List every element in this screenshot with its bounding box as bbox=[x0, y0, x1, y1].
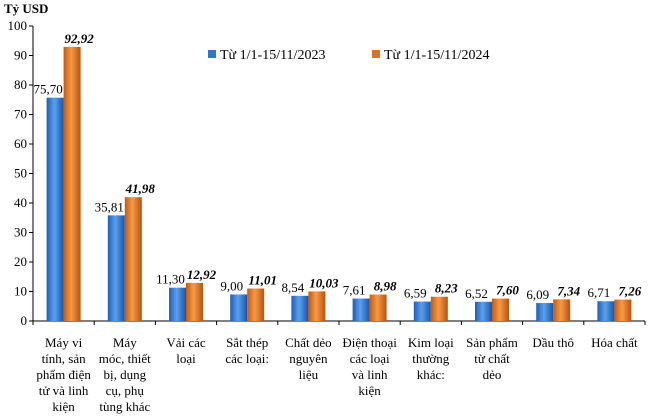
bar-2024 bbox=[308, 291, 326, 321]
data-label-2023: 6,09 bbox=[526, 287, 549, 302]
data-label-2024: 7,26 bbox=[619, 284, 642, 299]
data-label-2024: 92,92 bbox=[64, 31, 94, 46]
bar-2023 bbox=[536, 303, 554, 321]
y-tick-label: 0 bbox=[21, 313, 28, 328]
bar-2024 bbox=[186, 282, 203, 321]
legend-label: Từ 1/1-15/11/2024 bbox=[384, 48, 489, 63]
category-labels: Máy vi tính, sản phẩm điện tử và linh kiệnMá… bbox=[36, 335, 638, 414]
legend-label: Từ 1/1-15/11/2023 bbox=[220, 48, 325, 63]
data-label-2024: 11,01 bbox=[248, 273, 277, 288]
data-label-2024: 10,03 bbox=[309, 275, 339, 290]
data-label-2024: 12,92 bbox=[187, 267, 217, 282]
bar-2024 bbox=[369, 294, 387, 321]
data-label-2023: 6,71 bbox=[588, 285, 611, 300]
bar-2023 bbox=[107, 215, 125, 321]
bar-2024 bbox=[63, 46, 81, 322]
bar-2024 bbox=[553, 299, 571, 321]
bar-2023 bbox=[230, 294, 248, 321]
y-tick-label: 70 bbox=[14, 107, 27, 122]
bar-2023 bbox=[475, 301, 492, 321]
x-tick-label: Dầu thô bbox=[532, 335, 574, 350]
data-label-2024: 7,60 bbox=[496, 283, 519, 298]
x-tick-label: Vải các loại bbox=[166, 335, 206, 366]
y-tick-label: 80 bbox=[14, 77, 27, 92]
data-label-2023: 75,70 bbox=[33, 82, 62, 97]
y-tick-label: 100 bbox=[8, 18, 28, 33]
data-label-2024: 7,34 bbox=[557, 283, 580, 298]
data-label-2023: 8,54 bbox=[282, 280, 305, 295]
x-tick-label: Chất dẻo nguyên liệu bbox=[285, 335, 332, 382]
bar-2023 bbox=[597, 301, 615, 321]
y-tick-label: 20 bbox=[14, 254, 27, 269]
bar-2023 bbox=[352, 298, 370, 321]
legend: Từ 1/1-15/11/2023 Từ 1/1-15/11/2024 bbox=[208, 48, 489, 63]
data-label-2023: 9,00 bbox=[220, 278, 243, 293]
bar-2024 bbox=[124, 197, 142, 321]
y-tick-label: 60 bbox=[14, 136, 27, 151]
data-label-2023: 11,30 bbox=[156, 272, 185, 287]
data-label-2023: 6,52 bbox=[465, 286, 488, 301]
data-label-2023: 35,81 bbox=[95, 199, 124, 214]
y-tick-label: 90 bbox=[14, 48, 27, 63]
x-tick-label: Sắt thép các loại: bbox=[225, 335, 269, 366]
data-label-2024: 41,98 bbox=[125, 181, 156, 196]
data-label-2023: 7,61 bbox=[343, 283, 366, 298]
data-label-2024: 8,23 bbox=[435, 281, 458, 296]
legend-swatch bbox=[208, 50, 216, 58]
y-axis-label: Tỷ USD bbox=[4, 1, 48, 16]
bar-2024 bbox=[492, 298, 509, 321]
bar-2023 bbox=[46, 97, 64, 321]
y-tick-label: 30 bbox=[14, 225, 27, 240]
bar-2023 bbox=[291, 295, 309, 321]
x-tick-label: Hóa chất bbox=[591, 335, 638, 350]
bar-2024 bbox=[614, 299, 632, 321]
bar-2023 bbox=[169, 287, 186, 321]
bar-2023 bbox=[413, 301, 431, 321]
data-label-2024: 8,98 bbox=[374, 279, 397, 294]
data-label-2023: 6,59 bbox=[404, 286, 427, 301]
x-tick-label: Kim loại thường khác: bbox=[408, 335, 454, 382]
bar-2024 bbox=[430, 296, 448, 321]
x-tick-label: Máy vi tính, sản phẩm điện tử và linh kiện bbox=[36, 335, 91, 414]
x-tick-label: Sản phẩm từ chất dẻo bbox=[466, 335, 518, 382]
y-tick-label: 10 bbox=[14, 284, 27, 299]
y-tick-label: 40 bbox=[14, 195, 27, 210]
legend-swatch bbox=[372, 50, 380, 58]
bars bbox=[46, 46, 632, 322]
y-tick-label: 50 bbox=[14, 166, 27, 181]
x-tick-label: Máy móc, thiết bị, dụng cụ, phụ tùng khác bbox=[99, 335, 151, 414]
bar-2024 bbox=[247, 288, 265, 321]
x-tick-label: Điện thoại các loại và linh kiện bbox=[342, 335, 397, 398]
